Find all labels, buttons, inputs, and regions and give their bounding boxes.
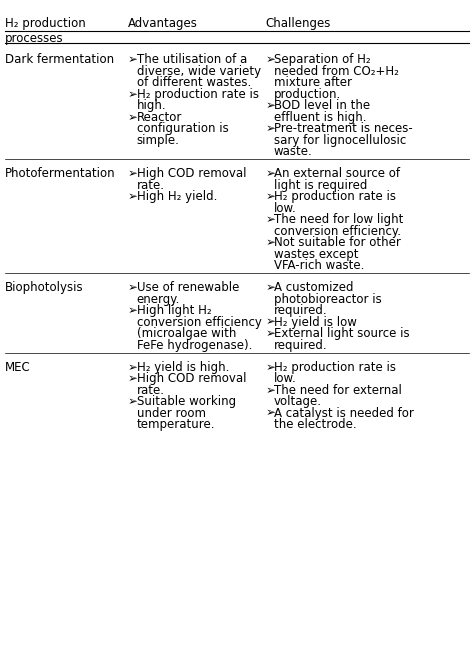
Text: ➢: ➢ <box>265 384 275 397</box>
Text: H₂ production
processes: H₂ production processes <box>5 17 85 45</box>
Text: conversion efficiency.: conversion efficiency. <box>274 225 401 237</box>
Text: H₂ production rate is: H₂ production rate is <box>137 88 258 101</box>
Text: energy.: energy. <box>137 293 180 305</box>
Text: FeFe hydrogenase).: FeFe hydrogenase). <box>137 339 252 352</box>
Text: ➢: ➢ <box>265 281 275 294</box>
Text: A catalyst is needed for: A catalyst is needed for <box>274 407 414 420</box>
Text: Not suitable for other: Not suitable for other <box>274 236 401 249</box>
Text: the electrode.: the electrode. <box>274 418 356 431</box>
Text: ➢: ➢ <box>265 122 275 135</box>
Text: waste.: waste. <box>274 145 313 158</box>
Text: ➢: ➢ <box>265 361 275 374</box>
Text: ➢: ➢ <box>128 304 138 317</box>
Text: of different wastes.: of different wastes. <box>137 76 251 89</box>
Text: ➢: ➢ <box>265 99 275 112</box>
Text: Separation of H₂: Separation of H₂ <box>274 53 371 66</box>
Text: Dark fermentation: Dark fermentation <box>5 53 114 66</box>
Text: H₂ production rate is: H₂ production rate is <box>274 190 396 203</box>
Text: voltage.: voltage. <box>274 395 322 408</box>
Text: ➢: ➢ <box>265 315 275 329</box>
Text: ➢: ➢ <box>265 53 275 66</box>
Text: Pre-treatment is neces-: Pre-treatment is neces- <box>274 122 413 135</box>
Text: ➢: ➢ <box>128 395 138 408</box>
Text: light is required: light is required <box>274 179 367 191</box>
Text: Suitable working: Suitable working <box>137 395 236 408</box>
Text: ➢: ➢ <box>265 167 275 180</box>
Text: High light H₂: High light H₂ <box>137 304 211 317</box>
Text: Biophotolysis: Biophotolysis <box>5 281 83 294</box>
Text: ➢: ➢ <box>128 281 138 294</box>
Text: temperature.: temperature. <box>137 418 215 431</box>
Text: under room: under room <box>137 407 206 420</box>
Text: effluent is high.: effluent is high. <box>274 111 366 123</box>
Text: rate.: rate. <box>137 384 164 397</box>
Text: required.: required. <box>274 339 328 352</box>
Text: Advantages: Advantages <box>128 17 198 29</box>
Text: low.: low. <box>274 201 297 215</box>
Text: ➢: ➢ <box>128 372 138 385</box>
Text: The utilisation of a: The utilisation of a <box>137 53 247 66</box>
Text: Challenges: Challenges <box>265 17 331 29</box>
Text: rate.: rate. <box>137 179 164 191</box>
Text: ➢: ➢ <box>265 190 275 203</box>
Text: ➢: ➢ <box>265 236 275 249</box>
Text: high.: high. <box>137 99 166 112</box>
Text: BOD level in the: BOD level in the <box>274 99 370 112</box>
Text: configuration is: configuration is <box>137 122 228 135</box>
Text: ➢: ➢ <box>128 190 138 203</box>
Text: diverse, wide variety: diverse, wide variety <box>137 65 261 78</box>
Text: Reactor: Reactor <box>137 111 182 123</box>
Text: The need for low light: The need for low light <box>274 213 403 226</box>
Text: A customized: A customized <box>274 281 354 294</box>
Text: External light source is: External light source is <box>274 327 410 340</box>
Text: ➢: ➢ <box>128 111 138 123</box>
Text: High COD removal: High COD removal <box>137 167 246 180</box>
Text: An external source of: An external source of <box>274 167 400 180</box>
Text: High COD removal: High COD removal <box>137 372 246 385</box>
Text: ➢: ➢ <box>265 327 275 340</box>
Text: photobioreactor is: photobioreactor is <box>274 293 382 305</box>
Text: conversion efficiency: conversion efficiency <box>137 315 261 329</box>
Text: ➢: ➢ <box>265 407 275 420</box>
Text: ➢: ➢ <box>128 88 138 101</box>
Text: wastes except: wastes except <box>274 247 358 261</box>
Text: ➢: ➢ <box>128 53 138 66</box>
Text: Use of renewable: Use of renewable <box>137 281 239 294</box>
Text: H₂ yield is high.: H₂ yield is high. <box>137 361 229 374</box>
Text: production.: production. <box>274 88 341 101</box>
Text: VFA-rich waste.: VFA-rich waste. <box>274 259 365 272</box>
Text: High H₂ yield.: High H₂ yield. <box>137 190 217 203</box>
Text: required.: required. <box>274 304 328 317</box>
Text: ➢: ➢ <box>265 213 275 226</box>
Text: H₂ production rate is: H₂ production rate is <box>274 361 396 374</box>
Text: ➢: ➢ <box>128 167 138 180</box>
Text: sary for lignocellulosic: sary for lignocellulosic <box>274 133 406 147</box>
Text: low.: low. <box>274 372 297 385</box>
Text: MEC: MEC <box>5 361 30 374</box>
Text: (microalgae with: (microalgae with <box>137 327 236 340</box>
Text: ➢: ➢ <box>128 361 138 374</box>
Text: needed from CO₂+H₂: needed from CO₂+H₂ <box>274 65 399 78</box>
Text: The need for external: The need for external <box>274 384 402 397</box>
Text: H₂ yield is low: H₂ yield is low <box>274 315 357 329</box>
Text: mixture after: mixture after <box>274 76 352 89</box>
Text: Photofermentation: Photofermentation <box>5 167 115 180</box>
Text: simple.: simple. <box>137 133 179 147</box>
